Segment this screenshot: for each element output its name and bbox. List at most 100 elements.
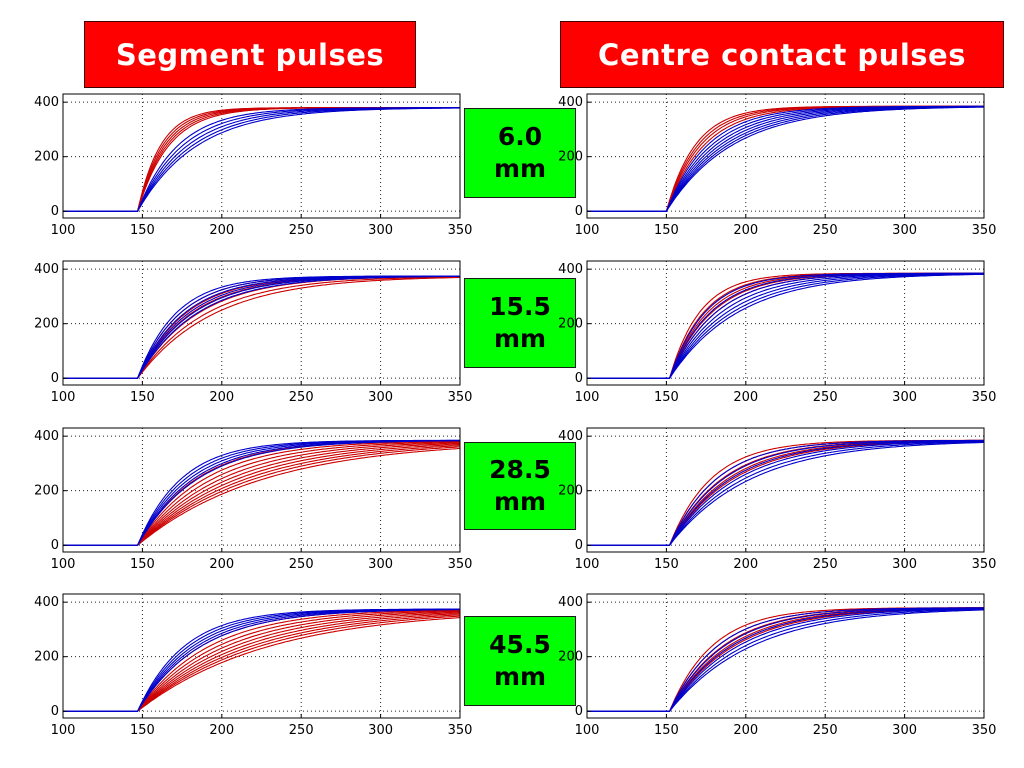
- x-tick-label: 250: [813, 723, 838, 738]
- plot-frame: [586, 260, 985, 386]
- y-tick-label: 0: [575, 371, 583, 386]
- y-tick-label: 0: [51, 371, 59, 386]
- y-tick-label: 400: [34, 595, 59, 610]
- x-tick-label: 250: [813, 557, 838, 572]
- chart-panel: 100 150 200 250 300 350 0 200 400: [558, 427, 997, 572]
- position-value: 28.5: [489, 455, 551, 484]
- plot-frame: [62, 593, 461, 719]
- position-value: 15.5: [489, 292, 551, 321]
- chart-panel: 100 150 200 250 300 350 0 200 400: [34, 260, 472, 405]
- x-tick-label: 100: [51, 223, 76, 238]
- y-tick-label: 200: [558, 317, 583, 332]
- x-tick-label: 150: [130, 557, 155, 572]
- segment-pulses-title: Segment pulses: [84, 21, 416, 88]
- centre-contact-pulses-title-text: Centre contact pulses: [598, 37, 966, 72]
- x-tick-label: 300: [368, 557, 393, 572]
- y-tick-label: 400: [34, 95, 59, 110]
- x-tick-label: 300: [892, 390, 917, 405]
- x-tick-label: 100: [575, 723, 600, 738]
- y-tick-label: 200: [34, 484, 59, 499]
- y-tick-label: 0: [575, 704, 583, 719]
- centre-contact-pulses-title: Centre contact pulses: [560, 21, 1004, 88]
- position-label-28-5: 28.5 mm: [464, 442, 576, 530]
- y-tick-label: 0: [51, 704, 59, 719]
- x-tick-label: 150: [654, 223, 679, 238]
- pulse-trace-blue: [63, 275, 460, 379]
- chart-panel: 100 150 200 250 300 350 0 200 400: [34, 93, 473, 238]
- x-tick-label: 200: [733, 223, 758, 238]
- chart-panel: 100 150 200 250 300 350 0 200 400: [558, 593, 997, 738]
- x-tick-label: 100: [51, 723, 76, 738]
- position-label-6-0: 6.0 mm: [464, 108, 576, 198]
- chart-panel: 100 150 200 250 300 350 0 200 400: [34, 427, 473, 572]
- y-tick-label: 400: [34, 262, 59, 277]
- x-tick-label: 150: [130, 723, 155, 738]
- x-tick-label: 350: [972, 723, 997, 738]
- y-tick-label: 200: [34, 150, 59, 165]
- y-tick-label: 0: [575, 538, 583, 553]
- plot-frame: [586, 427, 985, 553]
- x-tick-label: 150: [130, 390, 155, 405]
- pulse-trace-blue: [587, 106, 985, 212]
- x-tick-label: 200: [733, 390, 758, 405]
- x-tick-label: 300: [368, 390, 393, 405]
- plot-frame: [586, 593, 985, 719]
- pulse-trace-blue: [63, 107, 460, 212]
- pulse-trace-blue: [587, 609, 984, 712]
- position-unit: mm: [493, 324, 547, 353]
- y-tick-label: 200: [558, 484, 583, 499]
- x-tick-label: 350: [972, 390, 997, 405]
- x-tick-label: 300: [368, 723, 393, 738]
- x-tick-label: 300: [892, 723, 917, 738]
- y-tick-label: 400: [558, 262, 583, 277]
- x-tick-label: 300: [892, 557, 917, 572]
- position-unit: mm: [493, 662, 547, 691]
- pulse-trace-blue: [587, 441, 984, 546]
- segment-pulses-title-text: Segment pulses: [115, 37, 385, 72]
- x-tick-label: 150: [654, 723, 679, 738]
- plot-frame: [62, 93, 461, 219]
- x-tick-label: 200: [733, 723, 758, 738]
- x-tick-label: 350: [972, 223, 997, 238]
- chart-panel: 100 150 200 250 300 350 0 200 400: [558, 93, 997, 238]
- y-tick-label: 400: [558, 595, 583, 610]
- x-tick-label: 150: [654, 557, 679, 572]
- y-tick-label: 400: [558, 95, 583, 110]
- position-unit: mm: [493, 154, 547, 183]
- pulse-trace-blue: [63, 440, 460, 546]
- y-tick-label: 200: [34, 650, 59, 665]
- plot-frame: [62, 260, 461, 386]
- x-tick-label: 300: [368, 223, 393, 238]
- position-label-45-5: 45.5 mm: [464, 616, 576, 706]
- x-tick-label: 250: [289, 223, 314, 238]
- plot-frame: [62, 427, 461, 553]
- pulse-trace-blue: [63, 609, 460, 712]
- chart-panel: 100 150 200 250 300 350 0 200 400: [558, 260, 997, 405]
- y-tick-label: 0: [51, 204, 59, 219]
- plot-frame: [586, 93, 985, 219]
- x-tick-label: 250: [813, 223, 838, 238]
- x-tick-label: 250: [289, 390, 314, 405]
- y-tick-label: 400: [34, 429, 59, 444]
- plot-area: [587, 94, 984, 218]
- x-tick-label: 350: [448, 223, 473, 238]
- y-tick-label: 0: [575, 204, 583, 219]
- position-value: 6.0: [497, 122, 543, 151]
- y-tick-label: 400: [558, 429, 583, 444]
- x-tick-label: 100: [51, 390, 76, 405]
- y-tick-label: 200: [34, 317, 59, 332]
- x-tick-label: 350: [448, 557, 473, 572]
- x-tick-label: 200: [209, 223, 234, 238]
- x-tick-label: 150: [654, 390, 679, 405]
- position-unit: mm: [493, 487, 547, 516]
- x-tick-label: 300: [892, 223, 917, 238]
- chart-panel: 100 150 200 250 300 350 0 200 400: [34, 593, 472, 738]
- position-value: 45.5: [489, 630, 551, 659]
- x-tick-label: 100: [575, 223, 600, 238]
- x-tick-label: 200: [209, 390, 234, 405]
- x-tick-label: 250: [289, 723, 314, 738]
- x-tick-label: 100: [575, 390, 600, 405]
- position-label-15-5: 15.5 mm: [464, 278, 576, 368]
- x-tick-label: 350: [972, 557, 997, 572]
